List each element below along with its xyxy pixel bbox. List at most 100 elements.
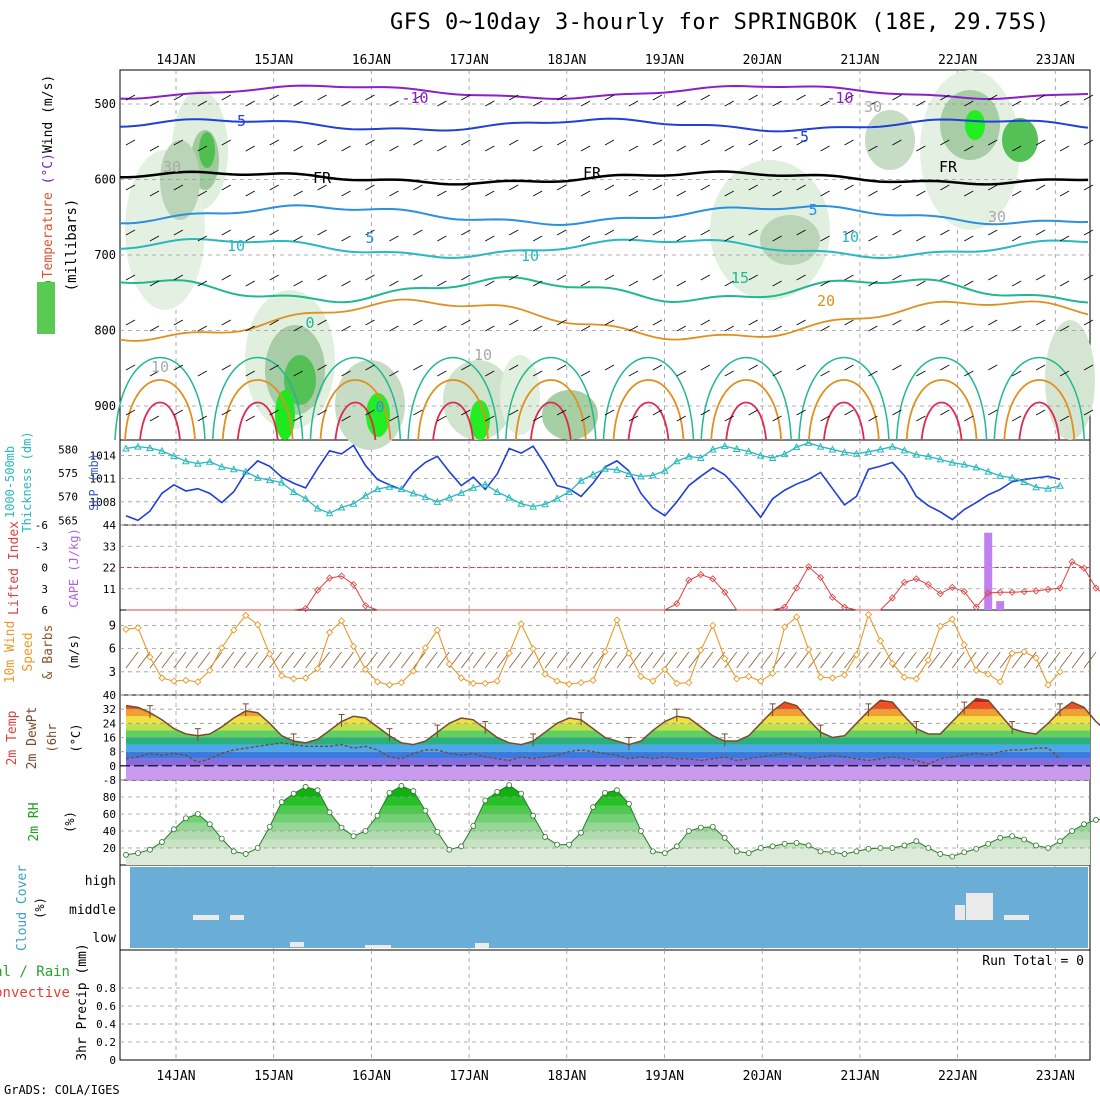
wind-barb-13 (281, 651, 294, 669)
contour-mild-2 (309, 356, 402, 441)
rh-point-44 (650, 848, 656, 855)
ua-ylabel-units: (millibars) (64, 199, 80, 292)
ua-wind-barb-4-5 (173, 319, 184, 326)
wind-speed-point-63 (876, 637, 885, 645)
date-label-top-16JAN: 16JAN (352, 53, 391, 68)
cloud-ytick-low: low (93, 931, 117, 946)
ua-wind-barb-24-3 (413, 229, 423, 236)
thickness-point-73 (996, 471, 1005, 479)
ua-wind-barb-2-1 (149, 145, 160, 152)
thickness-point-52 (744, 447, 753, 455)
ua-wind-barb-20-5 (365, 319, 375, 326)
ua-wind-barb-8-2 (221, 184, 231, 191)
li-point-65 (900, 578, 908, 586)
thickness-point-69 (948, 458, 957, 466)
cape-ylabel-part-0: CAPE (J/kg) (67, 528, 81, 607)
wind-speed-point-7 (206, 666, 214, 674)
wind-speed-point-5 (182, 676, 190, 684)
rh-point-68 (937, 851, 944, 857)
ua-wind-barb-38-5 (580, 325, 591, 332)
wind-barb-3 (161, 651, 175, 669)
wind-barb-51 (736, 651, 750, 669)
rh-point-32 (506, 782, 513, 788)
ua-wind-barb-44-6 (652, 364, 663, 371)
contour-temp-5 (119, 204, 1089, 226)
contour-label-1: -10 (826, 89, 853, 107)
thickness-point-72 (984, 467, 993, 475)
thickness-point-0 (122, 444, 130, 452)
ua-wind-barb-32-0 (509, 94, 519, 101)
wind-barb-0 (125, 651, 139, 669)
thickness-point-63 (876, 445, 885, 453)
li-point-60 (840, 603, 849, 611)
contour-warm-8 (905, 379, 978, 441)
ua-wind-barb-64-3 (892, 229, 902, 236)
ua-wind-barb-70-1 (964, 145, 974, 152)
wind-speed-point-12 (266, 650, 274, 658)
thickness-point-66 (912, 450, 921, 458)
ua-wind-barb-50-1 (724, 145, 734, 152)
ua-wind-barb-76-5 (1035, 319, 1046, 326)
precip-run-total: Run Total = 0 (982, 954, 1084, 969)
ua-wind-barb-32-5 (509, 319, 519, 326)
wind-speed-point-8 (218, 644, 226, 652)
wind-barb-2 (149, 651, 163, 669)
ua-wind-barb-4-6 (173, 364, 184, 371)
cloud-ylabel-part-0: Cloud Cover (15, 865, 30, 951)
ua-wind-barb-48-5 (700, 319, 710, 326)
ua-wind-barb-26-6 (437, 370, 447, 377)
rh-point-76 (1033, 842, 1040, 849)
ua-wind-barb-30-6 (485, 370, 495, 377)
contour-temp-freezing (119, 170, 1089, 186)
thk-ytick-580: 580 (58, 443, 78, 456)
ua-wind-barb-16-5 (317, 319, 327, 326)
ua-wind-barb-44-7 (652, 409, 663, 416)
wind-barb-5 (185, 651, 199, 669)
ua-wind-barb-62-2 (868, 190, 878, 197)
ua-wind-barb-72-2 (988, 184, 998, 191)
wind-barb-56 (796, 651, 809, 669)
ua-ytick-900: 900 (94, 399, 116, 413)
ua-wind-barb-54-4 (772, 280, 782, 287)
wind-speed-point-2 (146, 653, 154, 661)
ua-wind-barb-20-6 (365, 364, 375, 371)
rh-ytick-80: 80 (103, 791, 116, 804)
ua-wind-barb-40-3 (604, 229, 615, 236)
thickness-point-22 (385, 482, 394, 490)
wind-barb-70 (963, 651, 977, 669)
rh-point-80 (1081, 821, 1087, 828)
wind-speed-point-21 (373, 678, 382, 686)
ua-wind-barb-30-1 (485, 145, 495, 152)
wind-ytick-9: 9 (109, 618, 116, 632)
ua-ytick-500: 500 (94, 97, 116, 111)
ua-wind-barb-18-4 (341, 280, 351, 287)
thickness-point-53 (756, 451, 765, 459)
wind-ylabel-line2: Speed (21, 632, 36, 671)
ua-wind-barb-74-0 (1011, 100, 1022, 107)
wind-barb-65 (904, 651, 917, 669)
ua-wind-barb-50-4 (724, 280, 734, 287)
wind-speed-point-64 (888, 659, 897, 667)
rh-point-71 (973, 845, 980, 852)
ua-wind-barb-12-2 (269, 184, 279, 191)
ua-wind-barb-40-4 (604, 274, 615, 281)
cloud-patch-4 (475, 943, 489, 948)
temp-ylabel-line2: 2m DewPt (25, 707, 40, 770)
thickness-point-33 (517, 499, 526, 507)
cloud-patch-0 (193, 915, 219, 920)
rh-point-55 (781, 840, 788, 847)
rh-point-56 (793, 840, 800, 846)
ua-wind-barb-46-2 (676, 190, 687, 197)
ua-wind-barb-10-2 (245, 190, 255, 197)
ua-wind-barb-60-1 (844, 139, 854, 146)
wind-speed-point-46 (673, 679, 681, 688)
wind-speed-point-38 (577, 678, 585, 687)
rh-point-34 (530, 812, 537, 819)
rh-point-28 (458, 843, 465, 850)
temp-ytick-32: 32 (103, 703, 116, 716)
rh-point-38 (578, 829, 584, 836)
wind-barb-35 (544, 651, 558, 669)
thickness-point-2 (146, 443, 154, 452)
ua-wind-barb-56-2 (796, 184, 806, 191)
rh-ylabel-part-0: 2m RH (27, 802, 42, 841)
